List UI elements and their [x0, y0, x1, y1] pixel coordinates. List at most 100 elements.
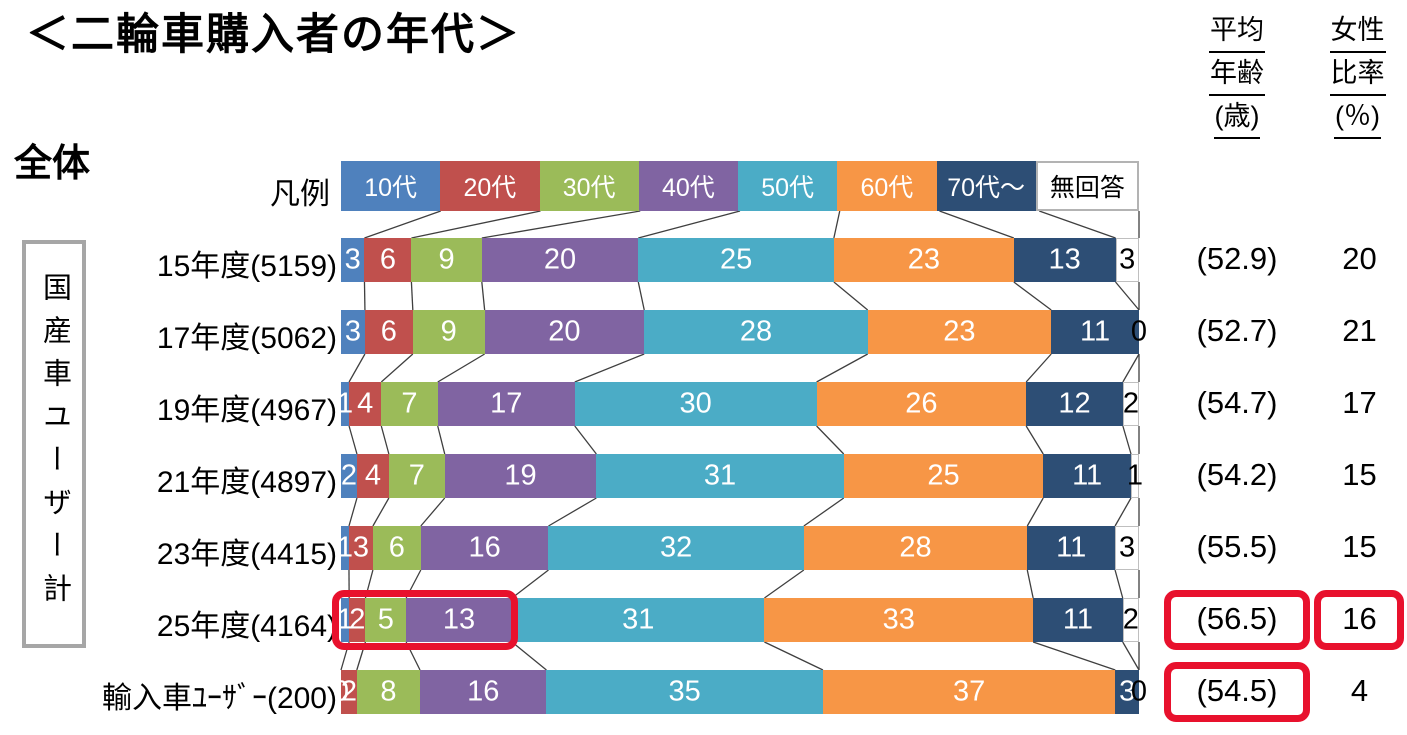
highlight-female-ratio-box [1314, 590, 1404, 650]
bar-segment [833, 238, 1014, 282]
segment-value: 17 [490, 387, 523, 420]
bar-segment [356, 454, 389, 498]
row-label: 輸入車ﾕｰｻﾞｰ(200) [101, 682, 337, 715]
female-ratio-value: 17 [1342, 385, 1377, 420]
segment-value: 6 [388, 531, 405, 564]
segment-value: 31 [622, 603, 655, 636]
bar-segment [364, 238, 412, 282]
highlight-average-age-box [1164, 590, 1310, 650]
bar-segment [1026, 382, 1123, 426]
segment-value: 30 [679, 387, 712, 420]
domestic-users-group-box: 国産車ユーザー計 [22, 240, 86, 648]
row-label: 23年度(4415) [156, 538, 337, 571]
bar-segment [356, 670, 420, 714]
bar-segment [444, 454, 597, 498]
legend-item-1: 20代 [440, 161, 540, 211]
segment-value: 23 [907, 243, 940, 276]
bar-segment [420, 526, 549, 570]
bar-segment [365, 598, 407, 642]
column-header-average-age: 平均 年齢 (歳) [1172, 10, 1302, 139]
bar-segment [546, 670, 823, 714]
avg-age-line3: (歳) [1213, 96, 1261, 139]
bar-segment [484, 310, 645, 354]
segment-value: 1 [336, 603, 354, 636]
page-title: ＜二輪車購入者の年代＞ [26, 11, 521, 59]
bar-segment [1131, 454, 1139, 498]
segment-value: 28 [899, 531, 932, 564]
segment-value: 6 [380, 315, 397, 348]
average-age-value: (52.9) [1196, 241, 1278, 276]
bar-segment [364, 310, 413, 354]
segment-value: 28 [739, 315, 773, 348]
segment-value: 5 [377, 603, 394, 636]
legend-item-6: 70代～ [936, 161, 1036, 211]
segment-value: 16 [468, 531, 501, 564]
female-ratio-line2: 比率 [1329, 53, 1386, 96]
segment-value: 1 [336, 387, 354, 420]
row-label: 21年度(4897) [156, 466, 337, 499]
bar-segment [1043, 454, 1131, 498]
row-label: 17年度(5062) [156, 322, 337, 355]
segment-value: 3 [1118, 531, 1136, 564]
segment-value: 3 [352, 531, 370, 564]
legend-label: 凡例 [270, 178, 330, 211]
bar-segment [1013, 238, 1116, 282]
bar-segment [341, 310, 365, 354]
row-label: 19年度(4967) [156, 394, 337, 427]
bar-segment [822, 670, 1116, 714]
segment-value: 1 [336, 531, 354, 564]
segment-value: 13 [442, 603, 476, 636]
segment-value: 23 [943, 315, 976, 348]
domestic-users-group-label: 国産車ユーザー計 [38, 272, 71, 616]
female-ratio-value: 20 [1342, 241, 1377, 276]
bar-segment [1122, 382, 1139, 426]
segment-value: 2 [349, 603, 366, 636]
segment-value: 3 [344, 243, 361, 276]
female-ratio-value: 15 [1342, 457, 1377, 492]
segment-value: 11 [1080, 315, 1111, 348]
row-label: 15年度(5159) [156, 250, 337, 283]
legend-item-0: 10代 [341, 161, 441, 211]
bar-segment [1115, 238, 1139, 282]
bar-segment [420, 670, 547, 714]
bar-segment [341, 670, 357, 714]
bar-segment [349, 598, 366, 642]
segment-value: 11 [1056, 531, 1087, 564]
avg-age-line2: 年齢 [1209, 53, 1265, 96]
column-header-female-ratio: 女性 比率 (％) [1305, 10, 1407, 139]
segment-value: 35 [668, 675, 701, 708]
segment-value: 32 [660, 531, 693, 564]
bar-segment [512, 598, 765, 642]
bar-segment [372, 526, 421, 570]
bar-row: 3 6 9 20 25 23 13 3 [341, 238, 1139, 282]
segment-value: 2 [340, 459, 358, 492]
segment-value: 2 [1122, 603, 1139, 636]
bar-row: 0 2 8 16 35 37 3 0 [333, 670, 1147, 714]
segment-value: 8 [380, 675, 397, 708]
segment-value: 19 [504, 459, 537, 492]
bar-row: 2 4 7 19 31 25 11 1 [340, 454, 1143, 498]
female-ratio-value: 4 [1350, 673, 1369, 708]
bar-segment [348, 526, 373, 570]
average-age-value: (54.7) [1196, 385, 1278, 420]
segment-value: 31 [703, 459, 737, 492]
bar-segment [1115, 670, 1139, 714]
group-title: 全体 [14, 143, 91, 185]
average-age-value: (54.5) [1196, 673, 1278, 708]
average-age-value: (56.5) [1196, 601, 1278, 636]
bar-segment [1027, 526, 1116, 570]
segment-value: 33 [882, 603, 915, 636]
segment-value: 25 [719, 243, 753, 276]
bar-row: 1 2 5 13 31 33 11 2 [337, 598, 1139, 642]
segment-value: 13 [1048, 243, 1081, 276]
segment-value: 4 [364, 459, 381, 492]
row-label: 25年度(4164) [156, 610, 337, 643]
bar-segment [341, 454, 357, 498]
bar-segment [1122, 598, 1139, 642]
segment-value: 0 [1130, 675, 1148, 708]
highlight-average-age-box [1164, 662, 1310, 722]
avg-age-line1: 平均 [1209, 10, 1265, 53]
segment-value: 3 [1119, 243, 1136, 276]
bar-segment [548, 526, 804, 570]
